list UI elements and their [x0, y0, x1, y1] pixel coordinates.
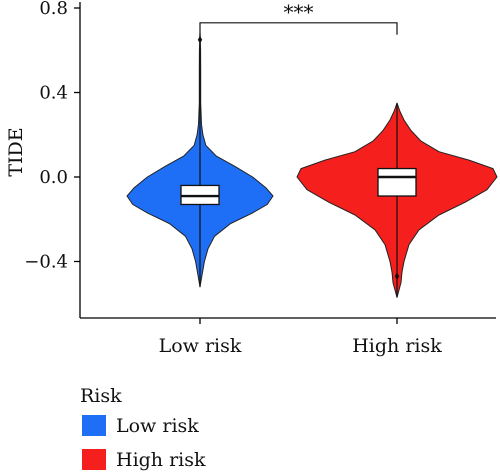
box-iqr [377, 167, 417, 197]
x-tick-label: Low risk [159, 335, 242, 357]
labels: 0.8 0.4 0.0 −0.4 Low risk High risk TIDE *** [5, 0, 442, 357]
significance-label: *** [284, 0, 314, 24]
legend-swatch [82, 449, 106, 470]
y-tick-label: −0.4 [24, 252, 68, 273]
legend-title: Risk [80, 385, 122, 407]
legend-item-label: High risk [116, 449, 206, 471]
violins [126, 32, 498, 298]
y-tick-label: 0.4 [39, 83, 68, 104]
legend: Risk Low risk High risk [80, 385, 206, 471]
outlier-marker [197, 35, 203, 44]
outlier-marker [394, 272, 400, 281]
legend-item-label: Low risk [116, 415, 199, 437]
y-tick-label: 0.8 [39, 0, 68, 19]
significance-bracket [199, 22, 398, 37]
y-tick-label: 0.0 [39, 167, 68, 188]
axes [74, 2, 496, 324]
x-tick-label: High risk [352, 335, 442, 357]
legend-swatch [82, 415, 106, 436]
y-axis-title: TIDE [5, 127, 27, 176]
